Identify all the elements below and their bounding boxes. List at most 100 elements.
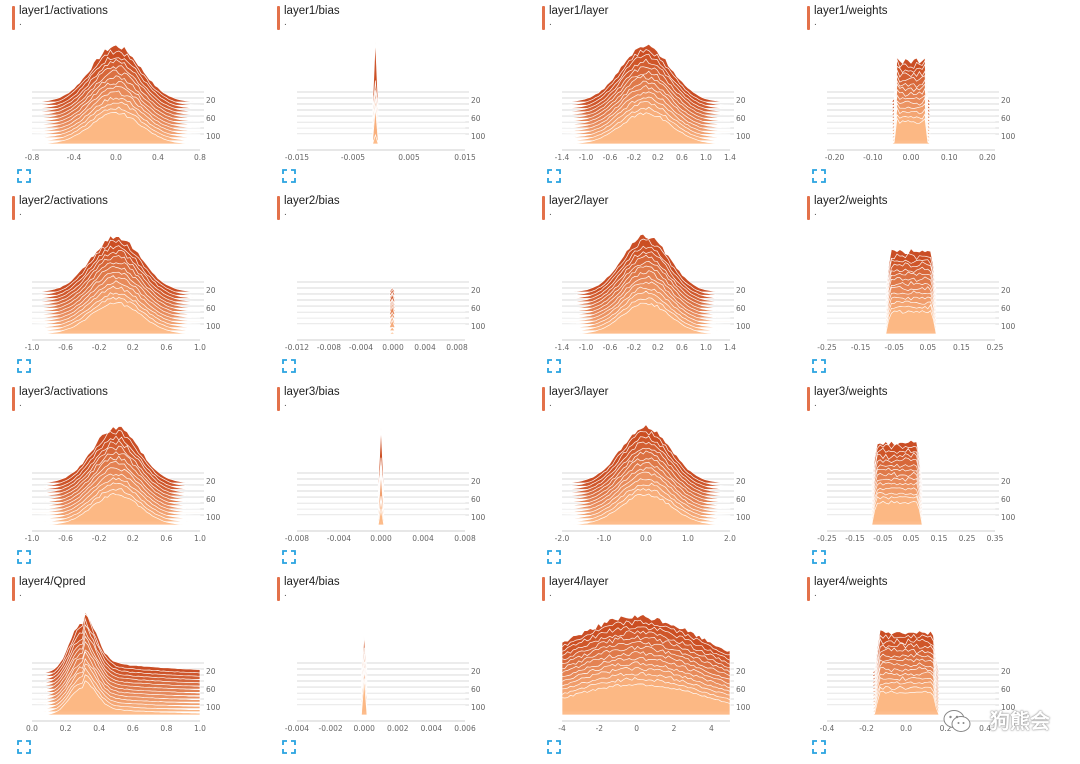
fullscreen-expand-icon[interactable]: [281, 739, 297, 755]
histogram-slice: [296, 302, 466, 312]
card-accent-bar: [542, 577, 545, 601]
step-tick-label: 100: [206, 513, 221, 522]
card-accent-bar: [542, 387, 545, 411]
step-tick-label: 100: [471, 703, 486, 712]
histogram-slice: [296, 647, 466, 690]
step-tick-label: 60: [736, 495, 746, 504]
step-tick-label: 60: [206, 114, 216, 123]
card-accent-bar: [12, 196, 15, 220]
histogram-slice: [296, 288, 466, 296]
step-tick-label: 60: [206, 304, 216, 313]
fullscreen-expand-icon[interactable]: [546, 358, 562, 374]
histogram-slice: [296, 692, 466, 706]
fullscreen-expand-icon[interactable]: [16, 739, 32, 755]
histogram-slice: [296, 86, 466, 116]
x-tick-label: -1.0: [579, 153, 594, 162]
x-tick-label: 0.006: [454, 724, 476, 733]
x-tick-label: 0.6: [160, 534, 172, 543]
x-tick-label: -0.20: [825, 153, 845, 162]
histogram-slice: [296, 326, 466, 332]
fullscreen-expand-icon[interactable]: [16, 358, 32, 374]
x-tick-label: -0.2: [92, 343, 107, 352]
x-tick-label: 1.0: [700, 343, 712, 352]
histogram-slice: [297, 133, 465, 145]
x-tick-label: -0.004: [285, 724, 309, 733]
fullscreen-expand-icon[interactable]: [811, 168, 827, 184]
x-tick-label: -4: [558, 724, 566, 733]
x-tick-label: -0.6: [603, 343, 618, 352]
card-subtitle: .: [814, 207, 817, 218]
fullscreen-expand-icon[interactable]: [281, 549, 297, 565]
x-tick-label: 0.00: [903, 153, 920, 162]
histogram-plot: -0.20 -0.10 0.00 0.10 0.20 20 60 100: [825, 56, 1016, 162]
step-tick-label: 20: [206, 477, 216, 486]
step-tick-label: 20: [206, 286, 216, 295]
x-tick-label: 0.4: [979, 724, 991, 733]
fullscreen-expand-icon[interactable]: [16, 168, 32, 184]
fullscreen-expand-icon[interactable]: [811, 549, 827, 565]
histogram-slice: [296, 654, 466, 693]
histogram-card: layer1/bias. -0.015 -0.005 0.005 0.015 20 60 10…: [277, 0, 542, 190]
histogram-card: layer2/weights. -0.25 -0.15 -0.05 0.05 0.15 0.…: [807, 190, 1072, 380]
card-accent-bar: [277, 577, 280, 601]
card-accent-bar: [277, 6, 280, 30]
card-title: layer1/layer: [549, 5, 609, 17]
histogram-card: layer1/layer. -1.4 -1.0 -0.6 -0.2 0.2 0.6 1.0 1.…: [542, 0, 807, 190]
x-tick-label: 0.6: [160, 343, 172, 352]
step-tick-label: 60: [1001, 114, 1011, 123]
card-accent-bar: [277, 387, 280, 411]
histogram-plot: -4 -2 0 2 4 20 60 100: [558, 614, 751, 733]
histogram-plot: 0.0 0.2 0.4 0.6 0.8 1.0 20 60 100: [26, 610, 221, 733]
step-tick-label: 100: [1001, 322, 1016, 331]
histogram-slice: [296, 647, 466, 680]
histogram-plot: -0.25 -0.15 -0.05 0.05 0.15 0.25 20 60 100: [817, 248, 1016, 352]
fullscreen-expand-icon[interactable]: [281, 358, 297, 374]
histogram-card: layer4/Qpred. 0.0 0.2 0.4 0.6 0.8 1.0 20 60 100: [12, 571, 277, 761]
x-tick-label: -0.25: [817, 534, 837, 543]
histogram-plot: -2.0 -1.0 0.0 1.0 2.0 20 60 100: [555, 424, 751, 543]
fullscreen-expand-icon[interactable]: [546, 739, 562, 755]
x-tick-label: 2: [672, 724, 677, 733]
card-title: layer3/layer: [549, 386, 609, 398]
x-tick-label: -0.015: [285, 153, 309, 162]
histogram-slice: [296, 299, 466, 309]
x-tick-label: -0.15: [851, 343, 871, 352]
histogram-plot: -1.4 -1.0 -0.6 -0.2 0.2 0.6 1.0 1.4 20 60 100: [555, 43, 751, 162]
x-tick-label: -1.4: [555, 343, 570, 352]
x-tick-label: -0.6: [58, 343, 73, 352]
histogram-slice: [827, 116, 995, 145]
x-tick-label: -0.008: [285, 534, 309, 543]
card-title: layer1/weights: [814, 5, 888, 17]
x-tick-label: -0.05: [873, 534, 893, 543]
x-tick-label: 0.0: [26, 724, 38, 733]
x-tick-label: 1.0: [194, 343, 206, 352]
x-tick-label: -1.4: [555, 153, 570, 162]
x-tick-label: -0.2: [92, 534, 107, 543]
x-tick-label: 1.4: [724, 343, 736, 352]
step-tick-label: 20: [1001, 96, 1011, 105]
step-tick-label: 100: [471, 513, 486, 522]
histogram-slice: [296, 100, 466, 122]
fullscreen-expand-icon[interactable]: [546, 168, 562, 184]
step-tick-label: 100: [206, 703, 221, 712]
fullscreen-expand-icon[interactable]: [281, 168, 297, 184]
x-tick-label: 0.8: [194, 153, 206, 162]
histogram-slice: [296, 123, 466, 135]
step-tick-label: 20: [736, 667, 746, 676]
step-tick-label: 100: [206, 132, 221, 141]
fullscreen-expand-icon[interactable]: [546, 549, 562, 565]
card-accent-bar: [807, 387, 810, 411]
histogram-slice: [297, 508, 465, 526]
step-tick-label: 20: [1001, 667, 1011, 676]
fullscreen-expand-icon[interactable]: [811, 358, 827, 374]
fullscreen-expand-icon[interactable]: [16, 549, 32, 565]
card-subtitle: .: [19, 398, 22, 409]
x-tick-label: 0.6: [676, 343, 688, 352]
histogram-slice: [296, 39, 466, 106]
histogram-card: layer2/activations. -1.0 -0.6 -0.2 0.2 0.6 1.0…: [12, 190, 277, 380]
fullscreen-expand-icon[interactable]: [811, 739, 827, 755]
x-tick-label: -0.005: [341, 153, 365, 162]
x-tick-label: -0.10: [863, 153, 883, 162]
x-tick-label: -2: [596, 724, 604, 733]
histogram-slice: [297, 331, 465, 335]
